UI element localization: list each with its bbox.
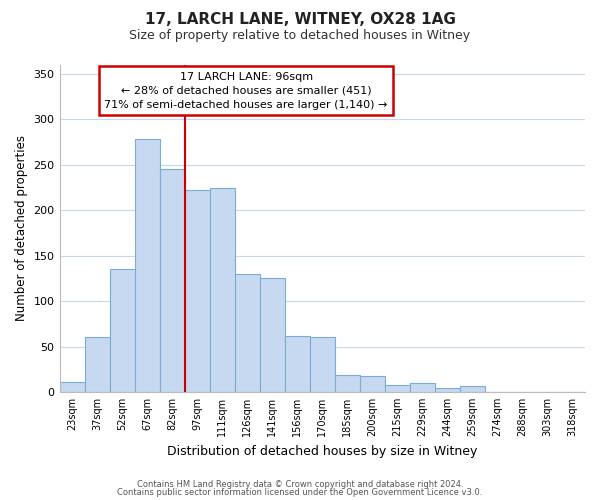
Bar bbox=[134, 140, 160, 392]
Bar bbox=[110, 270, 134, 392]
Text: 17 LARCH LANE: 96sqm
← 28% of detached houses are smaller (451)
71% of semi-deta: 17 LARCH LANE: 96sqm ← 28% of detached h… bbox=[104, 72, 388, 110]
Bar bbox=[385, 384, 410, 392]
Bar bbox=[410, 383, 435, 392]
Bar bbox=[160, 170, 185, 392]
Bar bbox=[460, 386, 485, 392]
X-axis label: Distribution of detached houses by size in Witney: Distribution of detached houses by size … bbox=[167, 444, 478, 458]
Bar bbox=[59, 382, 85, 392]
Text: Size of property relative to detached houses in Witney: Size of property relative to detached ho… bbox=[130, 29, 470, 42]
Bar bbox=[235, 274, 260, 392]
Bar bbox=[360, 376, 385, 392]
Bar bbox=[335, 374, 360, 392]
Bar bbox=[209, 188, 235, 392]
Bar bbox=[260, 278, 285, 392]
Y-axis label: Number of detached properties: Number of detached properties bbox=[15, 136, 28, 322]
Bar bbox=[185, 190, 209, 392]
Bar bbox=[285, 336, 310, 392]
Text: Contains HM Land Registry data © Crown copyright and database right 2024.: Contains HM Land Registry data © Crown c… bbox=[137, 480, 463, 489]
Bar bbox=[310, 338, 335, 392]
Bar bbox=[85, 338, 110, 392]
Text: Contains public sector information licensed under the Open Government Licence v3: Contains public sector information licen… bbox=[118, 488, 482, 497]
Text: 17, LARCH LANE, WITNEY, OX28 1AG: 17, LARCH LANE, WITNEY, OX28 1AG bbox=[145, 12, 455, 28]
Bar bbox=[435, 388, 460, 392]
